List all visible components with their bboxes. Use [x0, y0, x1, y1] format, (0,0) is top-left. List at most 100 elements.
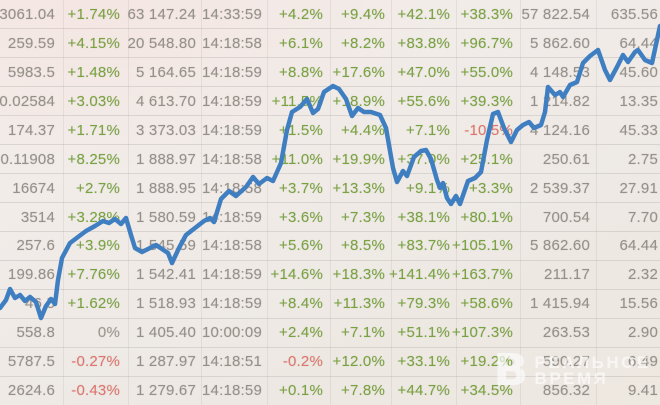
- cell-pct_2: +9.4%: [341, 6, 385, 23]
- cell-price: 2624.6: [7, 382, 55, 400]
- cell-pct_3: +141.4%: [388, 266, 450, 284]
- cell-pct_1: -0.2%: [282, 353, 323, 371]
- cell-pct_1: +11.5%: [271, 92, 323, 110]
- table-row[interactable]: 257.6 +3.9% 1 545.59 14:18:58 +5.6% +8.5% +83.…: [0, 231, 660, 260]
- cell-change_pct: +4.15%: [67, 34, 120, 52]
- cell-pct_4: +80.1%: [460, 208, 513, 226]
- cell-pct_3: +37.0%: [397, 150, 450, 168]
- table-row[interactable]: 0.02584 +3.03% 4 613.70 14:18:59 +11.5% +18.9…: [0, 87, 660, 116]
- cell-pct_1: +8.4%: [279, 295, 323, 313]
- cell-pct_3: +38.1%: [397, 208, 450, 226]
- cell-value_3: 2.90: [628, 324, 658, 342]
- cell-pct_4: +39.3%: [460, 92, 513, 110]
- cell-pct_3: +51.1%: [397, 324, 450, 342]
- table-row[interactable]: 46.5 +1.62% 1 518.93 14:18:59 +8.4% +11.3% +79…: [0, 289, 660, 318]
- cell-pct_1: +8.8%: [279, 63, 323, 81]
- cell-pct_4: +55.0%: [460, 63, 513, 81]
- cell-pct_2: +19.9%: [332, 150, 385, 168]
- cell-pct_4: +58.6%: [460, 295, 513, 313]
- cell-value_3: 64.44: [619, 237, 658, 255]
- cell-change_pct: +2.7%: [76, 179, 120, 197]
- cell-pct_3: +83.7%: [397, 237, 450, 255]
- cell-value_3: 2.32: [628, 266, 658, 284]
- cell-pct_2: +7.8%: [341, 382, 385, 400]
- cell-pct_2: +18.9%: [332, 92, 385, 110]
- cell-pct_3: +83.8%: [397, 34, 450, 52]
- cell-value_3: 64.44: [619, 34, 658, 52]
- cell-price: 174.37: [7, 121, 55, 139]
- cell-time: 14:18:59: [202, 382, 262, 400]
- cell-value: 3 373.03: [136, 121, 196, 139]
- cell-pct_2: +8.5%: [341, 237, 385, 255]
- table-row[interactable]: 259.59 +4.15% 20 548.80 14:18:58 +6.1% +8.2% +…: [0, 29, 660, 58]
- cell-time: 14:18:51: [202, 353, 262, 371]
- cell-price: 16674: [12, 179, 55, 197]
- cell-pct_3: +44.7%: [397, 382, 450, 400]
- cell-value_2: 1 214.82: [530, 92, 590, 110]
- cell-value_2: 2 539.37: [530, 179, 590, 197]
- table-row[interactable]: 16674 +2.7% 1 888.95 14:18:58 +3.7% +13.3% +9.…: [0, 174, 660, 203]
- cell-change_pct: +7.76%: [67, 266, 120, 284]
- cell-change_pct: -0.27%: [71, 353, 120, 371]
- cell-value_2: 5 862.60: [530, 237, 590, 255]
- cell-value: 1 888.95: [136, 179, 196, 197]
- cell-value_3: 45.60: [619, 63, 658, 81]
- cell-change_pct: +1.62%: [67, 295, 120, 313]
- cell-value: 1 545.59: [136, 237, 196, 255]
- cell-pct_2: +11.3%: [333, 295, 385, 313]
- cell-pct_3: +7.1%: [406, 121, 450, 139]
- cell-pct_4: +38.3%: [460, 6, 513, 23]
- cell-change_pct: +1.74%: [67, 6, 120, 23]
- cell-pct_2: +4.4%: [341, 121, 385, 139]
- cell-time: 14:18:58: [202, 179, 262, 197]
- cell-pct_2: +7.1%: [341, 324, 385, 342]
- cell-price: 5787.5: [7, 353, 55, 371]
- table-row[interactable]: 5983.5 +1.48% 5 164.65 14:18:59 +8.8% +17.6% +…: [0, 58, 660, 87]
- cell-pct_4: -10.5%: [464, 121, 513, 139]
- table-row[interactable]: 2624.6 -0.43% 1 279.67 14:18:59 +0.1% +7.8% +4…: [0, 376, 660, 405]
- cell-pct_2: +12.0%: [332, 353, 385, 371]
- table-row[interactable]: 174.37 +1.71% 3 373.03 14:18:59 +1.5% +4.4% +7…: [0, 116, 660, 145]
- cell-time: 14:18:59: [202, 295, 262, 313]
- cell-pct_1: +2.4%: [279, 324, 323, 342]
- cell-value: 1 287.97: [136, 353, 196, 371]
- cell-value: 1 542.41: [136, 266, 196, 284]
- cell-value_2: 590.27: [542, 353, 590, 371]
- cell-value_3: 2.75: [628, 150, 658, 168]
- cell-value_2: 250.61: [542, 150, 590, 168]
- cell-change_pct: 0%: [97, 324, 120, 342]
- cell-value: 1 405.40: [136, 324, 196, 342]
- table-row[interactable]: 3061.04 +1.74% 63 147.24 14:33:59 +4.2% +9.4%…: [0, 0, 660, 29]
- table-row[interactable]: 199.86 +7.76% 1 542.41 14:18:59 +14.6% +18.3%…: [0, 260, 660, 289]
- cell-price: 0.02584: [0, 92, 55, 110]
- cell-pct_4: +34.5%: [460, 382, 513, 400]
- cell-pct_2: +18.3%: [332, 266, 385, 284]
- cell-value: 63 147.24: [127, 6, 196, 23]
- cell-pct_1: +11.0%: [271, 150, 323, 168]
- table-row[interactable]: 558.8 0% 1 405.40 10:00:09 +2.4% +7.1% +51.1% +…: [0, 318, 660, 347]
- cell-pct_1: +14.6%: [270, 266, 323, 284]
- cell-pct_3: +55.6%: [397, 92, 450, 110]
- cell-price: 3061.04: [0, 6, 55, 23]
- cell-value_3: 635.56: [610, 6, 658, 23]
- cell-value: 1 888.97: [136, 150, 196, 168]
- cell-change_pct: +1.48%: [67, 63, 120, 81]
- cell-pct_4: +25.1%: [460, 150, 513, 168]
- cell-pct_2: +17.6%: [332, 63, 385, 81]
- table-row[interactable]: 5787.5 -0.27% 1 287.97 14:18:51 -0.2% +12.0% +…: [0, 347, 660, 376]
- table-row[interactable]: 0.11908 +8.25% 1 888.97 14:18:58 +11.0% +19.9…: [0, 145, 660, 174]
- cell-value_2: 57 822.54: [521, 6, 590, 23]
- cell-value_2: 5 862.60: [530, 34, 590, 52]
- cell-value: 1 279.67: [136, 382, 196, 400]
- table-row[interactable]: 3514 +3.28% 1 580.59 14:18:59 +3.6% +7.3% +38.…: [0, 203, 660, 232]
- cell-price: 199.86: [7, 266, 55, 284]
- cell-value: 4 613.70: [136, 92, 196, 110]
- cell-value_2: 700.54: [542, 208, 590, 226]
- cell-value_2: 211.17: [544, 266, 590, 284]
- cell-time: 14:18:59: [202, 121, 262, 139]
- cell-time: 14:18:58: [202, 150, 262, 168]
- cell-time: 10:00:09: [202, 324, 262, 342]
- cell-pct_1: +4.2%: [279, 6, 323, 23]
- cell-price: 259.59: [7, 34, 55, 52]
